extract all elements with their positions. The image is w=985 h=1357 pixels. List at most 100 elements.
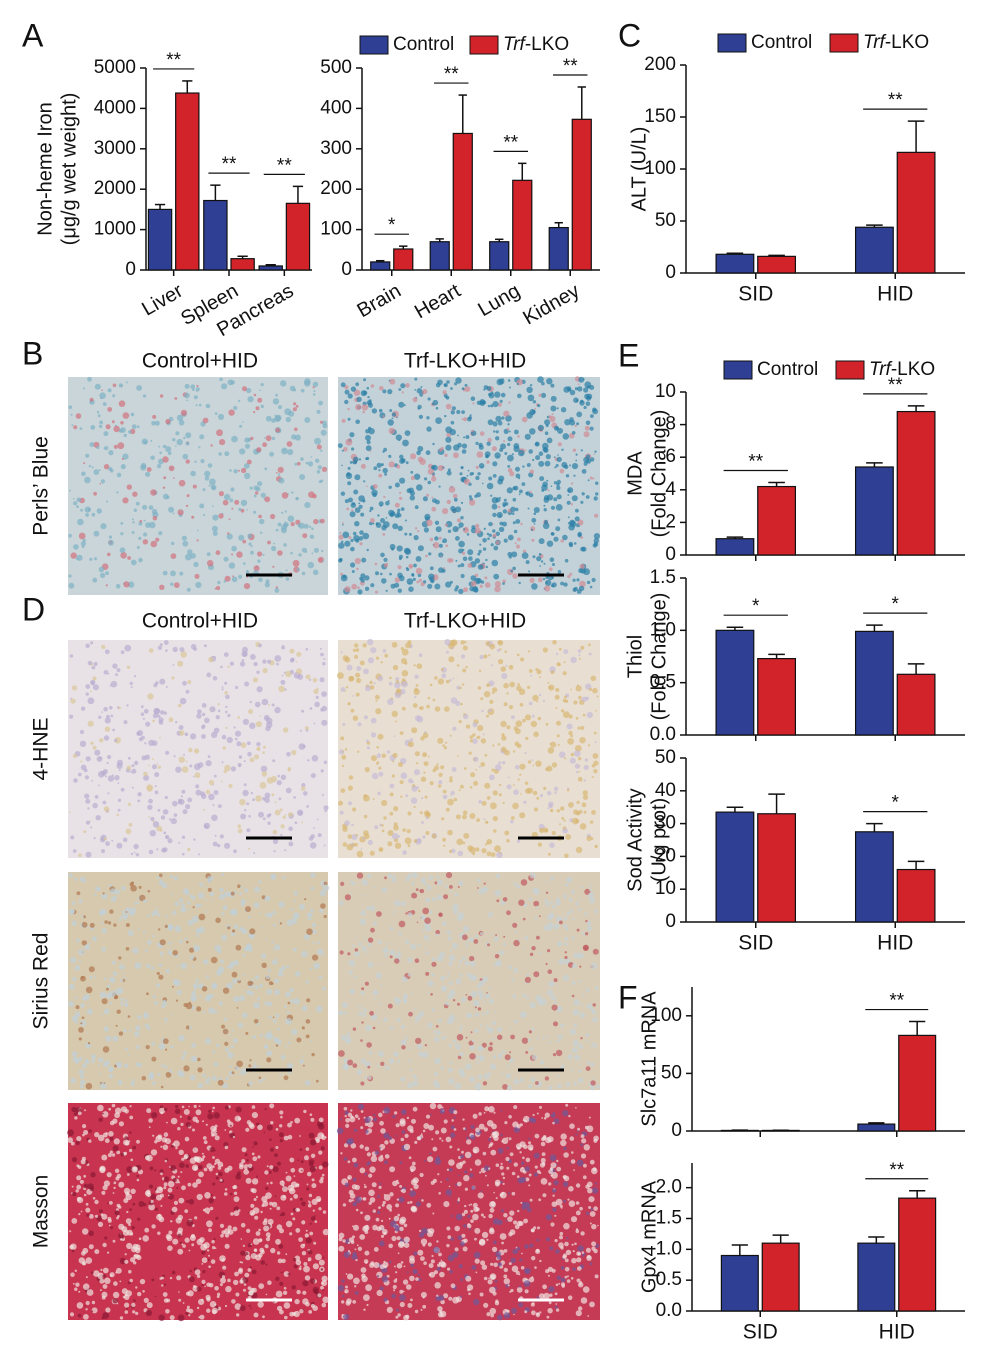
- tissue-texture: [424, 1160, 426, 1162]
- tissue-texture: [113, 923, 116, 926]
- tissue-texture: [142, 1290, 145, 1293]
- tissue-texture: [319, 1179, 323, 1183]
- tissue-texture: [582, 1004, 584, 1006]
- tissue-texture: [109, 1137, 113, 1141]
- tissue-texture: [490, 1308, 497, 1315]
- tissue-texture: [232, 929, 235, 932]
- tissue-texture: [442, 390, 446, 394]
- tissue-texture: [186, 400, 188, 402]
- tissue-texture: [537, 1296, 540, 1299]
- tissue-texture: [137, 1292, 141, 1296]
- tissue-texture: [550, 406, 556, 412]
- tissue-texture: [125, 828, 131, 834]
- tissue-texture: [159, 452, 162, 455]
- tissue-texture: [140, 520, 143, 523]
- tissue-texture: [193, 1285, 196, 1288]
- tissue-texture: [105, 1307, 110, 1312]
- tissue-texture: [212, 1310, 216, 1314]
- tissue-texture: [401, 901, 406, 906]
- tissue-texture: [126, 1308, 128, 1310]
- tissue-texture: [166, 1122, 168, 1124]
- tissue-texture: [357, 589, 362, 594]
- tissue-texture: [121, 788, 125, 792]
- tissue-texture: [572, 964, 577, 969]
- tissue-texture: [414, 1008, 416, 1010]
- tissue-texture: [515, 931, 518, 934]
- tissue-texture: [120, 547, 126, 553]
- tissue-texture: [408, 844, 411, 847]
- tissue-texture: [595, 1274, 599, 1278]
- tissue-texture: [270, 514, 275, 519]
- tissue-texture: [511, 978, 514, 981]
- tissue-texture: [239, 799, 246, 806]
- tissue-texture: [284, 1316, 288, 1320]
- tissue-texture: [544, 508, 547, 511]
- tissue-texture: [545, 1076, 549, 1080]
- tissue-texture: [541, 560, 543, 562]
- tissue-texture: [417, 388, 423, 394]
- tissue-texture: [475, 528, 481, 534]
- tissue-texture: [272, 704, 275, 707]
- tissue-texture: [69, 812, 71, 814]
- tissue-texture: [338, 443, 343, 448]
- tissue-texture: [467, 417, 472, 422]
- tissue-texture: [300, 1266, 302, 1268]
- tissue-texture: [458, 851, 464, 857]
- tissue-texture: [227, 926, 230, 929]
- tissue-texture: [582, 547, 587, 552]
- tissue-texture: [555, 1306, 558, 1309]
- tissue-texture: [377, 753, 382, 758]
- tissue-texture: [150, 830, 156, 836]
- tissue-texture: [513, 784, 515, 786]
- tissue-texture: [445, 742, 447, 744]
- tissue-texture: [395, 721, 397, 723]
- tissue-texture: [113, 426, 119, 432]
- tissue-texture: [522, 994, 526, 998]
- tissue-texture: [512, 1192, 516, 1196]
- tissue-texture: [416, 684, 419, 687]
- tissue-texture: [575, 1107, 577, 1109]
- tissue-texture: [123, 838, 128, 843]
- tissue-texture: [241, 468, 246, 473]
- tissue-texture: [443, 845, 445, 847]
- tissue-texture: [72, 1192, 76, 1196]
- tissue-texture: [499, 527, 504, 532]
- tissue-texture: [338, 558, 342, 562]
- tissue-texture: [134, 675, 136, 677]
- tissue-texture: [522, 1038, 528, 1044]
- tissue-texture: [581, 1138, 586, 1143]
- tissue-texture: [125, 1191, 129, 1195]
- tissue-texture: [414, 535, 419, 540]
- tissue-texture: [465, 666, 467, 668]
- tissue-texture: [498, 640, 502, 644]
- tissue-texture: [275, 1239, 281, 1245]
- tissue-texture: [372, 408, 377, 413]
- tissue-texture: [459, 687, 462, 690]
- tissue-texture: [441, 668, 444, 671]
- tissue-texture: [540, 998, 547, 1005]
- tissue-texture: [301, 1220, 305, 1224]
- tissue-texture: [484, 754, 487, 757]
- tissue-texture: [162, 1275, 165, 1278]
- tissue-texture: [310, 1166, 316, 1172]
- tissue-texture: [509, 387, 511, 389]
- tissue-texture: [392, 877, 397, 882]
- tissue-texture: [571, 890, 575, 894]
- tissue-texture: [516, 720, 523, 727]
- tissue-texture: [349, 775, 354, 780]
- tissue-texture: [570, 689, 572, 691]
- tissue-texture: [154, 708, 160, 714]
- tissue-texture: [495, 1037, 497, 1039]
- tissue-texture: [143, 539, 148, 544]
- tissue-texture: [311, 887, 315, 891]
- tissue-texture: [248, 848, 250, 850]
- tissue-texture: [529, 702, 533, 706]
- tissue-texture: [481, 848, 486, 853]
- tissue-texture: [560, 1023, 564, 1027]
- micrograph: [68, 872, 329, 1090]
- tissue-texture: [462, 669, 466, 673]
- tissue-texture: [415, 751, 420, 756]
- tissue-texture: [151, 421, 156, 426]
- tissue-texture: [93, 492, 97, 496]
- tissue-texture: [557, 407, 559, 409]
